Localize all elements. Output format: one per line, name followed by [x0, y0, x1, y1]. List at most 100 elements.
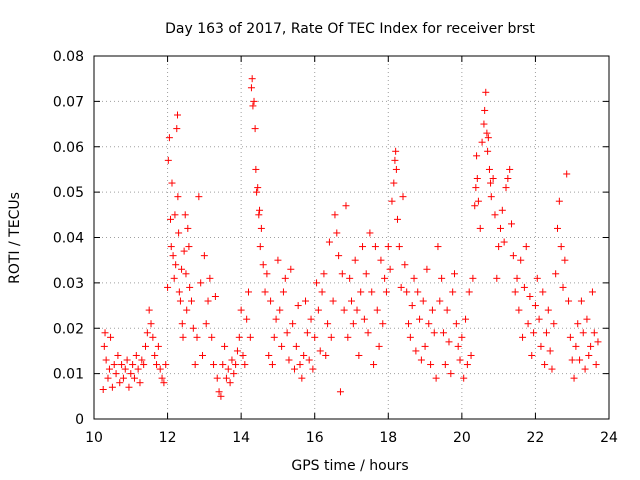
data-point	[252, 165, 260, 173]
data-point	[506, 165, 514, 173]
data-point	[289, 320, 297, 328]
data-point	[156, 365, 164, 373]
data-point	[592, 361, 600, 369]
data-point	[217, 392, 225, 400]
data-point	[423, 265, 431, 273]
data-point	[138, 356, 146, 364]
data-point	[324, 320, 332, 328]
grid-lines	[94, 56, 609, 419]
data-point	[370, 361, 378, 369]
data-point	[147, 320, 155, 328]
data-point	[491, 211, 499, 219]
data-point	[416, 315, 424, 323]
data-point	[267, 297, 275, 305]
data-point	[104, 374, 112, 382]
data-point	[259, 261, 267, 269]
x-tick-label: 18	[379, 430, 397, 446]
data-point	[406, 333, 414, 341]
data-point	[118, 361, 126, 369]
data-point	[392, 165, 400, 173]
data-point	[311, 333, 319, 341]
data-point	[481, 106, 489, 114]
data-point	[181, 211, 189, 219]
data-point	[197, 279, 205, 287]
x-tick-label: 16	[306, 430, 324, 446]
data-point	[590, 329, 598, 337]
axis-ticks: 10 12 14 16 18 20 22 24 0 0.01 0.02 0.03 0.04 0.05 0.0…	[53, 49, 618, 446]
data-point	[375, 342, 383, 350]
data-point	[232, 361, 240, 369]
data-point	[189, 324, 197, 332]
data-point	[167, 215, 175, 223]
data-point	[520, 283, 528, 291]
data-point	[208, 333, 216, 341]
data-point	[164, 156, 172, 164]
data-point	[508, 220, 516, 228]
data-point	[121, 365, 129, 373]
data-point	[175, 229, 183, 237]
data-point	[251, 125, 259, 133]
data-point	[502, 184, 510, 192]
data-point	[108, 383, 116, 391]
y-tick-label: 0	[75, 412, 84, 428]
data-point	[555, 197, 563, 205]
data-point	[149, 333, 157, 341]
data-point	[164, 283, 172, 291]
data-point	[552, 270, 560, 278]
data-point	[377, 256, 385, 264]
x-tick-label: 20	[453, 430, 471, 446]
data-point	[386, 265, 394, 273]
data-point	[142, 342, 149, 350]
data-point	[342, 202, 350, 210]
data-point	[303, 329, 311, 337]
data-point	[221, 342, 229, 350]
data-point	[313, 279, 321, 287]
data-point	[439, 329, 447, 337]
y-tick-label: 0.06	[53, 140, 84, 156]
data-point	[250, 97, 258, 105]
x-tick-label: 24	[600, 430, 618, 446]
data-point	[185, 243, 193, 251]
data-point	[583, 315, 591, 323]
data-point	[393, 215, 401, 223]
y-tick-label: 0.01	[53, 367, 84, 383]
data-point	[105, 365, 113, 373]
data-point	[364, 329, 372, 337]
data-point	[484, 147, 492, 155]
data-point	[165, 134, 173, 142]
data-point	[99, 386, 107, 394]
data-point	[129, 361, 137, 369]
data-point	[436, 297, 444, 305]
data-point	[256, 243, 264, 251]
data-point	[443, 306, 451, 314]
data-point	[544, 306, 552, 314]
data-point	[116, 379, 124, 387]
data-point	[257, 224, 265, 232]
data-point	[239, 351, 247, 359]
data-point	[226, 379, 234, 387]
data-point	[307, 315, 315, 323]
data-point	[473, 175, 481, 183]
data-point	[130, 374, 138, 382]
data-point	[451, 270, 458, 278]
data-point	[557, 243, 565, 251]
data-point	[235, 333, 243, 341]
data-point	[210, 361, 218, 369]
data-point	[467, 351, 475, 359]
data-point	[542, 329, 550, 337]
data-point	[333, 229, 341, 237]
data-point	[160, 379, 168, 387]
data-point	[355, 351, 363, 359]
data-point	[153, 361, 161, 369]
data-point	[100, 342, 108, 350]
data-point	[445, 338, 453, 346]
data-point	[421, 342, 429, 350]
data-point	[478, 138, 486, 146]
data-point	[200, 252, 208, 260]
data-point	[213, 374, 221, 382]
data-point	[158, 374, 166, 382]
data-point	[270, 333, 278, 341]
data-point	[405, 320, 413, 328]
data-point	[588, 288, 596, 296]
